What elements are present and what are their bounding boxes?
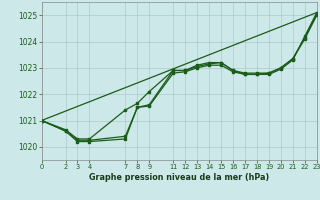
- X-axis label: Graphe pression niveau de la mer (hPa): Graphe pression niveau de la mer (hPa): [89, 173, 269, 182]
